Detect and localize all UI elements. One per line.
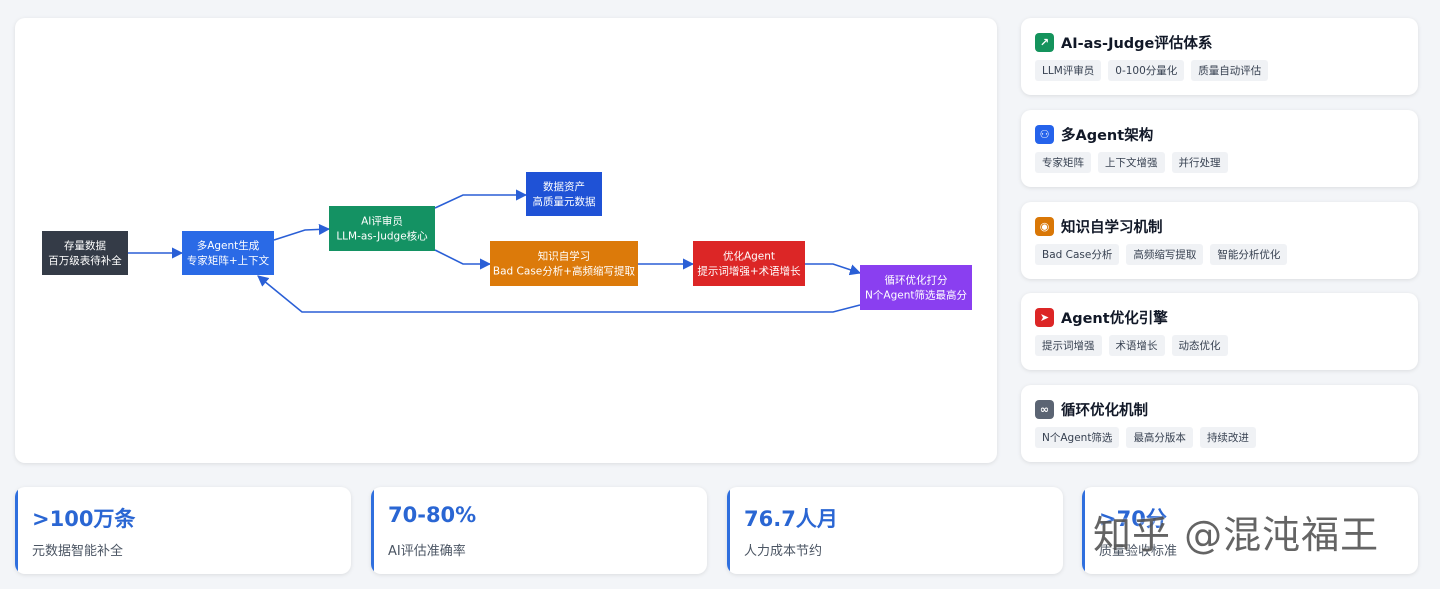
node-label-line: 优化Agent <box>723 250 775 263</box>
feature-header: ➤ Agent优化引擎 <box>1035 307 1168 327</box>
feature-title: 知识自学习机制 <box>1061 219 1163 236</box>
feature-tag: 上下文增强 <box>1098 152 1165 173</box>
feature-tag: N个Agent筛选 <box>1035 427 1120 448</box>
feature-tag: 术语增长 <box>1108 335 1165 356</box>
node-label-line: 多Agent生成 <box>197 239 260 252</box>
stat-card: 76.7人月人力成本节约 <box>727 487 1063 574</box>
node-box <box>526 172 602 216</box>
stat-value: 70-80% <box>388 503 477 527</box>
node-box <box>329 206 435 251</box>
feature-title: AI-as-Judge评估体系 <box>1061 35 1213 52</box>
feature-card: ➤ Agent优化引擎提示词增强 术语增长 动态优化 <box>1021 293 1418 370</box>
node-label-line: 循环优化打分 <box>885 274 948 287</box>
feature-tag: 质量自动评估 <box>1191 60 1269 81</box>
feature-tag: 专家矩阵 <box>1035 152 1091 173</box>
feature-card: ∞ 循环优化机制 N个Agent筛选 最高分版本 持续改进 <box>1021 385 1418 462</box>
stat-label: 元数据智能补全 <box>32 544 124 559</box>
feature-tag: 动态优化 <box>1171 335 1228 356</box>
feature-header: ↗ AI-as-Judge评估体系 <box>1035 32 1212 52</box>
stat-value: >70分 <box>1099 507 1167 531</box>
node-label-line: 百万级表待补全 <box>48 254 122 267</box>
feature-tag-list: 专家矩阵 上下文增强 并行处理 <box>1035 152 1235 173</box>
feature-tag-list: 提示词增强 术语增长 动态优化 <box>1035 335 1235 356</box>
node-ai-judge: AI评审员 LLM-as-Judge核心 <box>329 206 435 251</box>
node-loop-score: 循环优化打分 N个Agent筛选最高分 <box>860 265 972 310</box>
node-label-line: 专家矩阵+上下文 <box>187 254 270 267</box>
edge-ai-judge-to-data-asset <box>434 189 528 209</box>
feature-card: ⚇ 多Agent架构专家矩阵 上下文增强 并行处理 <box>1021 110 1418 187</box>
feature-tag: 智能分析优化 <box>1210 244 1288 265</box>
feature-tag-list: LLM评审员 0-100分量化 质量自动评估 <box>1035 60 1275 81</box>
feature-tag-list: N个Agent筛选 最高分版本 持续改进 <box>1035 427 1263 448</box>
node-knowledge: 知识自学习 Bad Case分析+高频缩写提取 <box>490 241 638 286</box>
node-label-line: AI评审员 <box>361 215 403 228</box>
stat-card: >100万条元数据智能补全 <box>15 487 351 574</box>
stat-value: >100万条 <box>32 507 136 531</box>
feature-header: ◉ 知识自学习机制 <box>1035 216 1163 236</box>
rocket-icon: ➤ <box>1035 307 1054 327</box>
agents-icon: ⚇ <box>1035 124 1054 144</box>
node-box <box>693 241 805 286</box>
edge-optimize-agent-to-loop-score <box>805 263 862 276</box>
node-label-line: 提示词增强+术语增长 <box>697 265 801 278</box>
stat-label: AI评估准确率 <box>388 544 466 559</box>
node-optimize-agent: 优化Agent 提示词增强+术语增长 <box>693 241 805 286</box>
node-label-line: 数据资产 <box>543 180 585 193</box>
edge-loop-score-to-multi-agent <box>257 275 861 313</box>
flow-diagram-card: 存量数据百万级表待补全 多Agent生成 专家矩阵+上下文 AI评审员 LLM-as-J… <box>15 18 997 463</box>
feature-tag: LLM评审员 <box>1035 60 1102 81</box>
feature-title: 循环优化机制 <box>1061 402 1148 419</box>
node-box <box>490 241 638 286</box>
watermark: 知乎 @混沌福王 <box>1093 513 1380 557</box>
node-label-line: 高质量元数据 <box>533 195 596 208</box>
feature-title: Agent优化引擎 <box>1061 310 1168 327</box>
node-box <box>42 231 128 275</box>
feature-tag: 持续改进 <box>1199 427 1256 448</box>
feature-tag: 提示词增强 <box>1035 335 1102 356</box>
brain-icon: ◉ <box>1035 216 1054 236</box>
feature-tag: Bad Case分析 <box>1035 244 1120 265</box>
feature-tag: 最高分版本 <box>1126 427 1193 448</box>
stat-value: 76.7人月 <box>744 507 838 531</box>
stat-label: 质量验收标准 <box>1099 544 1178 559</box>
node-label-line: N个Agent筛选最高分 <box>865 289 967 302</box>
feature-card: ↗ AI-as-Judge评估体系 LLM评审员 0-100分量化 质量自动评估 <box>1021 18 1418 95</box>
feature-card: ◉ 知识自学习机制 Bad Case分析 高频缩写提取 智能分析优化 <box>1021 202 1418 279</box>
feature-title: 多Agent架构 <box>1061 127 1154 144</box>
node-label-line: Bad Case分析+高频缩写提取 <box>493 265 636 278</box>
feature-tag-list: Bad Case分析 高频缩写提取 智能分析优化 <box>1035 244 1294 265</box>
node-label-line: LLM-as-Judge核心 <box>336 230 428 243</box>
feature-header: ⚇ 多Agent架构 <box>1035 124 1153 144</box>
infinity-icon: ∞ <box>1035 399 1054 419</box>
feature-tag: 并行处理 <box>1171 152 1228 173</box>
node-label-line: 知识自学习 <box>538 250 591 263</box>
feature-tag: 高频缩写提取 <box>1126 244 1204 265</box>
stat-label: 人力成本节约 <box>744 544 823 559</box>
flow-edges <box>127 189 862 313</box>
trend-up-icon: ↗ <box>1035 32 1054 52</box>
node-box <box>182 231 274 275</box>
edge-multi-agent-to-ai-judge <box>273 223 331 241</box>
node-label-line: 存量数据 <box>64 239 106 252</box>
edge-ai-judge-to-knowledge <box>434 249 492 270</box>
stat-card: 70-80% AI评估准确率 <box>371 487 707 574</box>
feature-tag: 0-100分量化 <box>1108 60 1185 81</box>
node-box <box>860 265 972 310</box>
feature-header: ∞ 循环优化机制 <box>1035 399 1148 419</box>
stat-card: >70分质量验收标准 <box>1082 487 1418 574</box>
